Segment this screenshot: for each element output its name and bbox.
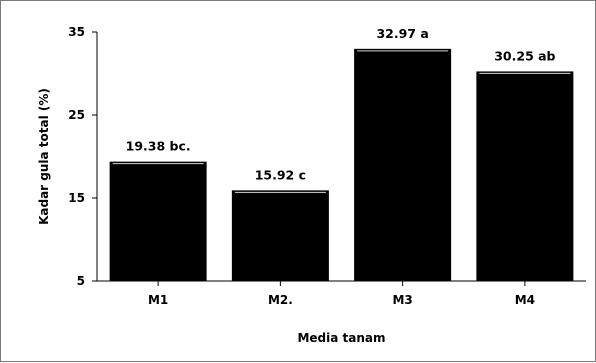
y-tick-label: 35: [68, 25, 85, 39]
y-axis-title: Kadar gula total (%): [37, 88, 51, 225]
y-tick-label: 25: [68, 108, 85, 122]
x-axis-title: Media tanam: [297, 331, 385, 345]
bar: [476, 71, 574, 281]
bar: [354, 48, 452, 281]
x-tick-label: M3: [392, 293, 412, 307]
bar: [231, 190, 329, 281]
x-tick-label: M2.: [268, 293, 293, 307]
data-label: 19.38 bc.: [126, 139, 191, 154]
data-label: 32.97 a: [376, 26, 428, 41]
data-label: 15.92 c: [255, 167, 306, 182]
y-tick-label: 5: [77, 274, 85, 288]
plot-area: 5 15 25 35 19.38 bc. M1 15.92 c M2. 32.97 a M3 30.…: [68, 25, 586, 307]
x-tick-label: M4: [515, 293, 535, 307]
y-tick-label: 15: [68, 191, 85, 205]
data-label: 30.25 ab: [494, 48, 555, 63]
x-tick-label: M1: [148, 293, 168, 307]
bar: [109, 161, 207, 281]
